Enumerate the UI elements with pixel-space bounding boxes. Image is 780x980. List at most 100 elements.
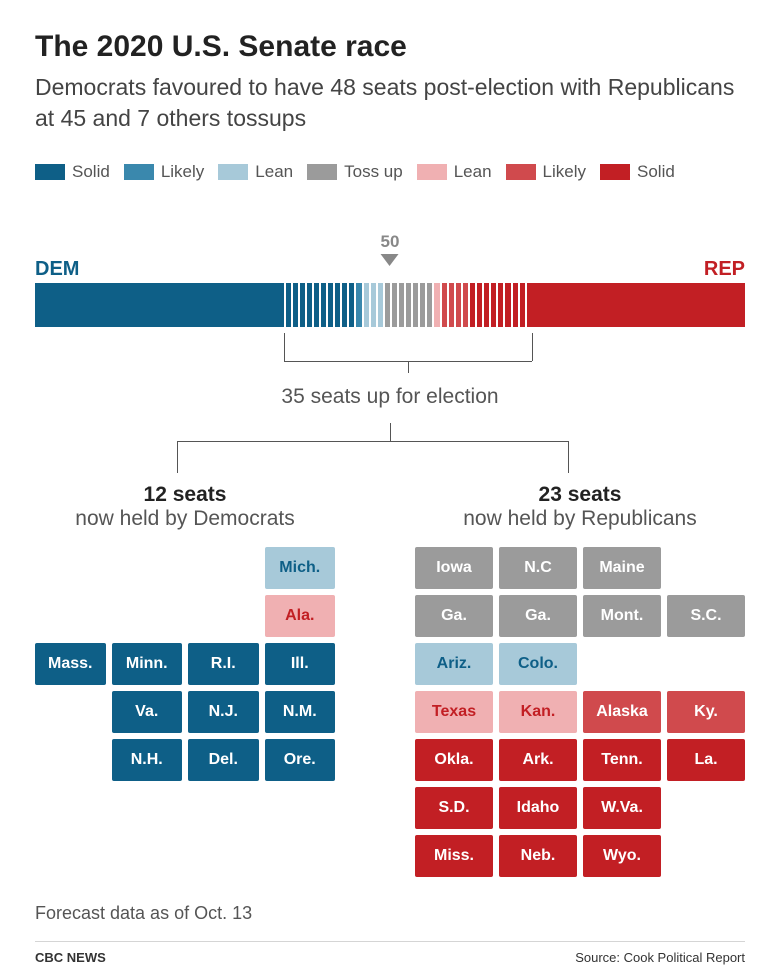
midpoint-marker: 50 [35, 232, 745, 256]
dem-column: 12 seats now held by Democrats Mich.Ala.… [35, 483, 335, 877]
bar-stripe [383, 283, 390, 327]
legend-item: Toss up [307, 162, 403, 182]
bar-stripe [298, 283, 305, 327]
rep-seat-count: 23 seats [415, 483, 745, 507]
state-cell: Mass. [35, 643, 106, 685]
bar-stripe [489, 283, 496, 327]
state-cell: Miss. [415, 835, 493, 877]
bar-stripe [340, 283, 347, 327]
state-cell: Ariz. [415, 643, 493, 685]
bar-stripe [454, 283, 461, 327]
legend-label: Likely [161, 162, 204, 182]
bar-stripe [525, 283, 532, 327]
legend-item: Likely [124, 162, 204, 182]
bar-stripe [390, 283, 397, 327]
state-cell: Tenn. [583, 739, 661, 781]
dem-state-grid: Mich.Ala.Mass.Minn.R.I.Ill.Va.N.J.N.M.N.… [35, 547, 335, 781]
bar-stripe [518, 283, 525, 327]
legend: Solid Likely Lean Toss up Lean Likely Solid [35, 162, 745, 182]
footer-source: Source: Cook Political Report [575, 950, 745, 965]
bar-stripe [511, 283, 518, 327]
state-cell: R.I. [188, 643, 259, 685]
legend-swatch [218, 164, 248, 180]
seats-up-label: 35 seats up for election [35, 385, 745, 409]
state-cell: Ore. [265, 739, 336, 781]
state-cell: Colo. [499, 643, 577, 685]
bar-stripe [333, 283, 340, 327]
bar-stripe [496, 283, 503, 327]
bar-stripe [432, 283, 439, 327]
state-cell: Mich. [265, 547, 336, 589]
legend-swatch [600, 164, 630, 180]
dem-axis-label: DEM [35, 258, 79, 281]
legend-swatch [506, 164, 536, 180]
state-cell: Ky. [667, 691, 745, 733]
state-cell: Del. [188, 739, 259, 781]
legend-swatch [124, 164, 154, 180]
state-cell: Ga. [415, 595, 493, 637]
legend-item: Solid [35, 162, 110, 182]
footnote: Forecast data as of Oct. 13 [35, 903, 745, 924]
election-range-bracket [35, 333, 745, 373]
state-cell: Kan. [499, 691, 577, 733]
legend-item: Lean [417, 162, 492, 182]
bar-stripe [291, 283, 298, 327]
legend-item: Lean [218, 162, 293, 182]
footer: CBC NEWS Source: Cook Political Report [35, 941, 745, 965]
state-cell: N.C [499, 547, 577, 589]
state-cell: Texas [415, 691, 493, 733]
legend-label: Solid [72, 162, 110, 182]
columns-wrap: 12 seats now held by Democrats Mich.Ala.… [35, 483, 745, 877]
legend-label: Lean [454, 162, 492, 182]
state-cell: Va. [112, 691, 183, 733]
state-cell: La. [667, 739, 745, 781]
state-cell: Neb. [499, 835, 577, 877]
state-cell: N.J. [188, 691, 259, 733]
state-cell: S.D. [415, 787, 493, 829]
bar-stripe [362, 283, 369, 327]
state-cell: Ill. [265, 643, 336, 685]
legend-label: Solid [637, 162, 675, 182]
state-cell: Mont. [583, 595, 661, 637]
bar-stripe [347, 283, 354, 327]
split-bracket [35, 423, 745, 483]
bar-stripe [354, 283, 361, 327]
dem-seat-count: 12 seats [35, 483, 335, 507]
legend-label: Lean [255, 162, 293, 182]
senate-seat-bar [35, 283, 745, 327]
bar-stripe [326, 283, 333, 327]
legend-label: Likely [543, 162, 586, 182]
bar-stripe [475, 283, 482, 327]
bar-stripe [482, 283, 489, 327]
dem-seat-sub: now held by Democrats [35, 507, 335, 531]
state-cell: N.M. [265, 691, 336, 733]
bar-stripe [425, 283, 432, 327]
bar-stripe [447, 283, 454, 327]
footer-brand: CBC NEWS [35, 950, 106, 965]
state-cell: S.C. [667, 595, 745, 637]
down-triangle-icon [381, 254, 399, 266]
bar-stripe [376, 283, 383, 327]
state-cell: Ark. [499, 739, 577, 781]
page-subtitle: Democrats favoured to have 48 seats post… [35, 72, 745, 134]
bar-stripe [312, 283, 319, 327]
rep-column: 23 seats now held by Republicans IowaN.C… [415, 483, 745, 877]
state-cell: Okla. [415, 739, 493, 781]
legend-swatch [35, 164, 65, 180]
rep-column-header: 23 seats now held by Republicans [415, 483, 745, 531]
dem-column-header: 12 seats now held by Democrats [35, 483, 335, 531]
bar-block [35, 283, 284, 327]
bar-stripe [461, 283, 468, 327]
state-cell: Iowa [415, 547, 493, 589]
rep-seat-sub: now held by Republicans [415, 507, 745, 531]
bar-stripe [404, 283, 411, 327]
legend-label: Toss up [344, 162, 403, 182]
state-cell: Minn. [112, 643, 183, 685]
bar-stripe [418, 283, 425, 327]
state-cell: Wyo. [583, 835, 661, 877]
bar-stripe [319, 283, 326, 327]
bar-stripe [503, 283, 510, 327]
state-cell: W.Va. [583, 787, 661, 829]
bar-stripe [284, 283, 291, 327]
bar-stripe [468, 283, 475, 327]
